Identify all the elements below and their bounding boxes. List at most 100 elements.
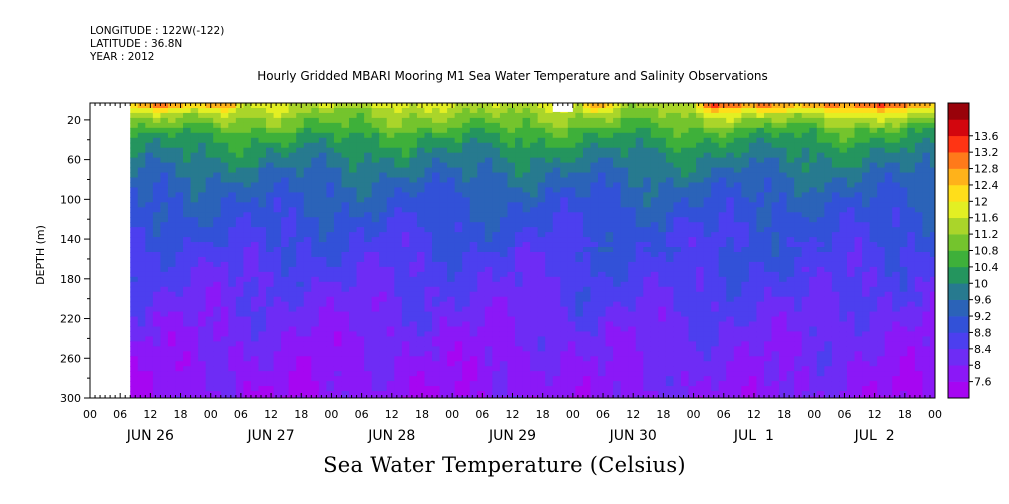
heatmap-cell <box>582 172 592 179</box>
heatmap-cell <box>432 117 441 124</box>
heatmap-cell <box>454 107 463 114</box>
heatmap-cell <box>416 291 426 298</box>
heatmap-cell <box>590 152 599 159</box>
heatmap-cell <box>537 341 546 347</box>
heatmap-cell <box>296 232 305 238</box>
heatmap-cell <box>424 291 433 298</box>
heatmap-cell <box>711 376 720 382</box>
heatmap-cell <box>205 172 214 179</box>
heatmap-cell <box>401 266 410 273</box>
heatmap-cell <box>515 331 524 338</box>
heatmap-cell <box>454 247 463 253</box>
heatmap-cell <box>167 296 177 303</box>
heatmap-cell <box>190 331 199 338</box>
heatmap-cell <box>235 242 244 248</box>
heatmap-cell <box>650 232 659 238</box>
heatmap-cell <box>688 361 697 367</box>
heatmap-cell <box>469 192 478 198</box>
heatmap-cell <box>167 207 177 213</box>
heatmap-cell <box>718 112 727 119</box>
heatmap-cell <box>341 346 350 352</box>
heatmap-cell <box>665 187 675 193</box>
heatmap-cell <box>145 247 154 253</box>
heatmap-cell <box>628 147 637 154</box>
heatmap-cell <box>250 276 260 283</box>
heatmap-cell <box>447 371 456 377</box>
heatmap-cell <box>748 296 758 303</box>
heatmap-cell <box>462 361 471 367</box>
heatmap-cell <box>522 117 531 124</box>
heatmap-cell <box>499 237 509 243</box>
heatmap-cell <box>175 356 184 362</box>
heatmap-cell <box>424 251 433 258</box>
heatmap-cell <box>198 391 207 397</box>
heatmap-cell <box>613 351 622 357</box>
heatmap-cell <box>454 152 463 159</box>
heatmap-cell <box>650 132 659 139</box>
heatmap-cell <box>326 117 335 124</box>
heatmap-cell <box>492 127 501 134</box>
heatmap-cell <box>696 107 705 114</box>
heatmap-cell <box>454 301 463 308</box>
heatmap-cell <box>326 306 335 313</box>
heatmap-cell <box>228 242 237 248</box>
heatmap-cell <box>303 326 312 333</box>
heatmap-cell <box>447 112 456 119</box>
heatmap-cell <box>439 331 448 338</box>
heatmap-cell <box>243 301 252 308</box>
heatmap-cell <box>620 107 629 114</box>
heatmap-cell <box>183 386 192 392</box>
heatmap-cell <box>190 381 199 387</box>
heatmap-cell <box>145 311 154 318</box>
heatmap-cell <box>341 212 350 218</box>
heatmap-cell <box>160 157 169 164</box>
heatmap-cell <box>673 212 682 218</box>
heatmap-cell <box>703 197 712 203</box>
heatmap-cell <box>635 172 644 179</box>
heatmap-cell <box>582 232 592 238</box>
heatmap-cell <box>205 351 214 357</box>
heatmap-cell <box>635 286 644 293</box>
heatmap-cell <box>130 356 139 362</box>
heatmap-cell <box>439 391 448 397</box>
heatmap-cell <box>673 391 682 397</box>
heatmap-cell <box>243 346 252 352</box>
heatmap-cell <box>432 227 441 233</box>
heatmap-cell <box>681 127 690 134</box>
heatmap-cell <box>454 222 463 228</box>
heatmap-cell <box>228 321 237 328</box>
heatmap-cell <box>681 251 690 258</box>
heatmap-cell <box>137 232 146 238</box>
heatmap-cell <box>341 182 350 189</box>
heatmap-cell <box>492 381 501 387</box>
heatmap-cell <box>296 117 305 124</box>
heatmap-cell <box>454 227 463 233</box>
heatmap-cell <box>364 351 373 357</box>
heatmap-cell <box>318 291 327 298</box>
heatmap-cell <box>288 381 297 387</box>
heatmap-cell <box>311 132 320 139</box>
heatmap-cell <box>432 301 441 308</box>
heatmap-cell <box>379 172 388 179</box>
heatmap-cell <box>575 276 584 283</box>
heatmap-cell <box>175 311 184 318</box>
heatmap-cell <box>349 316 358 323</box>
heatmap-cell <box>190 222 199 228</box>
heatmap-cell <box>545 117 554 124</box>
heatmap-cell <box>183 346 192 352</box>
heatmap-cell <box>560 117 569 124</box>
heatmap-cell <box>492 361 501 367</box>
heatmap-cell <box>537 356 546 362</box>
heatmap-cell <box>333 127 343 134</box>
heatmap-cell <box>213 336 222 342</box>
heatmap-cell <box>424 142 433 149</box>
heatmap-cell <box>409 237 418 243</box>
heatmap-cell <box>424 321 433 328</box>
heatmap-cell <box>281 187 290 193</box>
heatmap-cell <box>681 232 690 238</box>
heatmap-cell <box>560 192 569 198</box>
heatmap-cell <box>409 132 418 139</box>
heatmap-cell <box>530 237 539 243</box>
heatmap-cell <box>650 301 659 308</box>
heatmap-cell <box>235 366 244 372</box>
